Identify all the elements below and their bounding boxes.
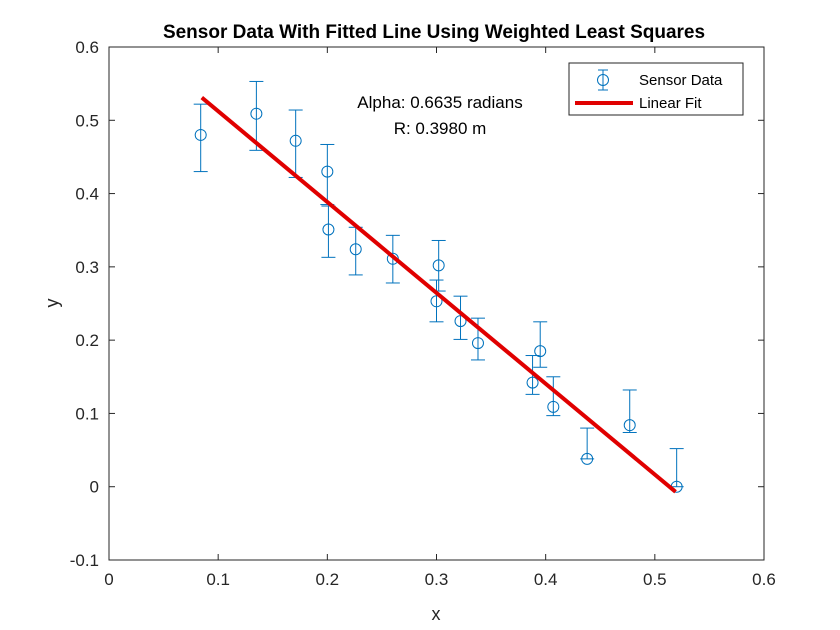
y-axis-title: y	[42, 299, 62, 308]
sensor-data-point	[322, 223, 335, 236]
legend-sensor-data-point	[597, 74, 609, 86]
sensor-data-point	[547, 400, 560, 413]
sensor-data-point	[534, 345, 547, 358]
fit-r-annotation: R: 0.3980 m	[394, 119, 487, 138]
y-tick-label: 0.3	[75, 258, 99, 277]
fit-alpha-annotation: Alpha: 0.6635 radians	[357, 93, 522, 112]
sensor-data-point	[471, 337, 484, 350]
sensor-data-point	[349, 243, 362, 256]
x-tick-label: 0	[104, 570, 113, 589]
ticks-layer: 0 0.1 0.2 0.3 0.4 0.5 0.6 -0.1 0 0.1 0.2 0.3 0.4 0.5 0…	[70, 38, 776, 589]
y-tick-label: 0.1	[75, 404, 99, 423]
sensor-data-point	[430, 295, 443, 308]
x-tick-label: 0.5	[643, 570, 667, 589]
sensor-data-point	[432, 259, 445, 272]
x-tick-label: 0.6	[752, 570, 776, 589]
sensor-data-point	[454, 315, 467, 328]
sensor-data-point	[623, 419, 636, 432]
legend-label-sensor-data: Sensor Data	[639, 72, 723, 89]
legend-sensor-data-marker	[597, 69, 609, 91]
legend-label-linear-fit: Linear Fit	[639, 95, 702, 112]
x-tick-label: 0.2	[316, 570, 340, 589]
x-tick-label: 0.4	[534, 570, 558, 589]
sensor-data-point	[321, 165, 334, 178]
y-tick-label: 0.5	[75, 111, 99, 130]
legend-box	[568, 62, 744, 116]
sensor-data-point	[250, 107, 263, 120]
y-tick-label: 0.6	[75, 38, 99, 57]
sensor-data-point	[289, 134, 302, 147]
sensor-data-point	[194, 128, 207, 141]
legend: Sensor Data Linear Fit	[568, 62, 744, 116]
sensor-data-point	[526, 376, 539, 389]
y-tick-label: 0.2	[75, 331, 99, 350]
chart-title: Sensor Data With Fitted Line Using Weigh…	[163, 22, 705, 43]
data-layer	[193, 80, 684, 494]
x-axis-title: x	[432, 604, 441, 624]
y-tick-label: 0	[90, 478, 99, 497]
linear-fit-line	[200, 96, 677, 494]
y-tick-label: 0.4	[75, 185, 99, 204]
x-tick-label: 0.3	[425, 570, 449, 589]
y-tick-label: -0.1	[70, 551, 99, 570]
sensor-data-point	[581, 452, 594, 465]
x-tick-label: 0.1	[206, 570, 230, 589]
